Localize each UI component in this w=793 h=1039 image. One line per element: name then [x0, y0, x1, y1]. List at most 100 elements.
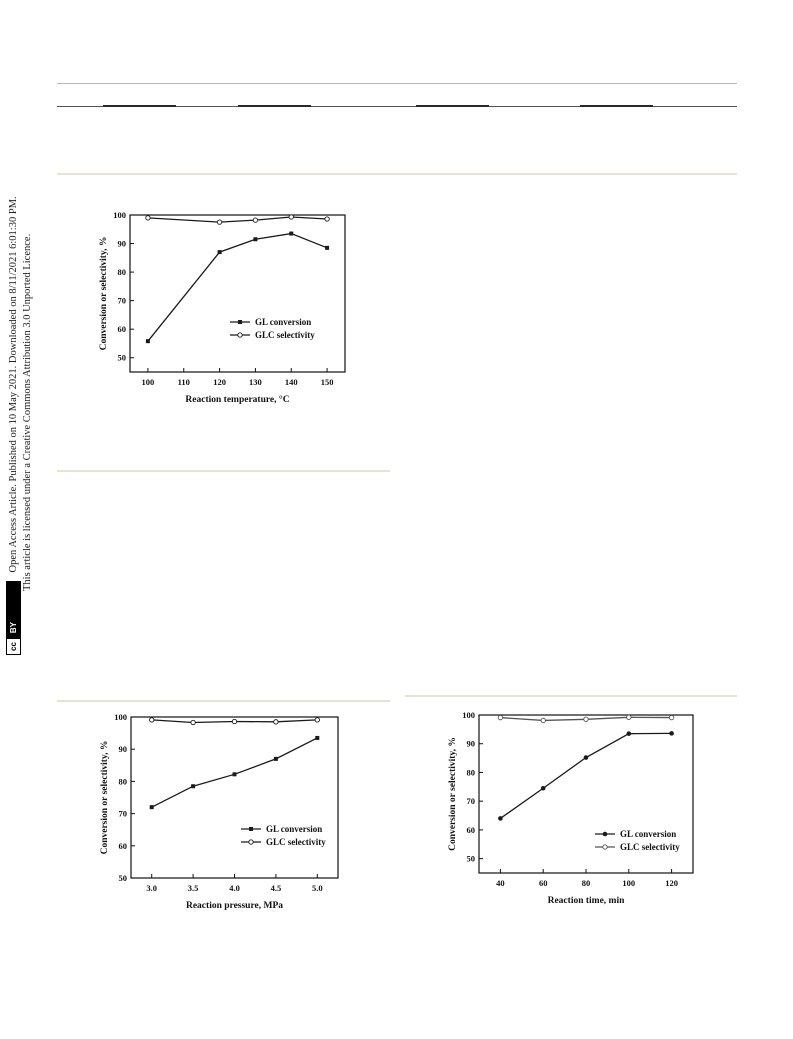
data-point [145, 215, 151, 221]
open-access-text: Open Access Article. Published on 10 May… [7, 196, 19, 573]
data-point [190, 719, 196, 726]
data-point [273, 719, 279, 725]
legend-label: GL conversion [255, 317, 311, 327]
data-point [668, 714, 675, 721]
y-tick-label: 70 [467, 796, 476, 806]
table-col-rule-4 [580, 105, 653, 107]
data-point [314, 717, 320, 723]
cc-by-license-icon: cc BY [6, 581, 21, 655]
data-point [497, 714, 504, 721]
data-point [540, 717, 546, 724]
y-tick-label: 100 [114, 712, 127, 722]
x-tick-label: 100 [622, 878, 635, 888]
series-glc-selectivity [145, 214, 330, 225]
plot-frame [129, 214, 346, 373]
x-tick-label: 120 [665, 878, 678, 888]
open-access-line-1: cc BY Open Access Article. Published on … [6, 196, 21, 655]
y-tick-label: 50 [118, 353, 127, 363]
data-point [583, 755, 589, 760]
y-tick-label: 60 [119, 841, 128, 851]
licence-text: This article is licensed under a Creativ… [22, 233, 33, 591]
data-point [325, 245, 330, 250]
y-tick-label: 80 [118, 267, 127, 277]
data-point [583, 716, 589, 722]
y-tick-label: 80 [119, 776, 128, 786]
y-tick-label: 90 [118, 239, 127, 249]
data-point [669, 731, 674, 736]
legend-label: GL conversion [266, 824, 322, 834]
data-point [149, 805, 154, 810]
legend-marker [248, 839, 254, 845]
x-tick-label: 130 [249, 377, 262, 387]
y-tick-label: 50 [467, 854, 476, 864]
chart-temperature: 50 60 70 80 90 100 100 110 120 130 140 150 Reaction … [95, 205, 360, 410]
table-col-rule-3 [416, 105, 489, 107]
legend: GL conversion GLC selectivity [595, 829, 680, 852]
data-point [252, 217, 259, 223]
y-tick-label: 100 [462, 710, 475, 720]
table-col-rule-1 [103, 105, 176, 107]
legend-label: GLC selectivity [266, 837, 326, 847]
y-tick-label: 90 [119, 744, 128, 754]
data-point [626, 714, 632, 720]
series-line [147, 216, 328, 223]
chart-pressure-svg: 50 60 70 80 90 100 3.0 3.5 4.0 4.5 5.0 Reaction pre… [100, 712, 339, 911]
x-tick-label: 80 [582, 878, 591, 888]
chart-time-svg: 50 60 70 80 90 100 40 60 80 100 120 Reaction time, … [448, 710, 694, 906]
data-point [315, 735, 320, 740]
y-axis-title: Conversion or selectivity, % [448, 737, 458, 851]
data-point [217, 250, 222, 255]
table-col-rule-2 [238, 105, 311, 107]
x-tick-label: 110 [178, 377, 190, 387]
top-rule [57, 83, 737, 84]
legend-label: GL conversion [620, 829, 676, 839]
x-tick-label: 3.5 [188, 883, 199, 893]
legend: GL conversion GLC selectivity [230, 317, 315, 340]
x-tick-label: 5.0 [312, 883, 323, 893]
data-point [232, 772, 237, 777]
data-point [145, 339, 150, 344]
section-rule-4 [405, 695, 737, 697]
legend-marker [602, 844, 608, 850]
x-axis-title: Reaction time, min [548, 896, 625, 906]
licence-line: This article is licensed under a Creativ… [21, 196, 34, 655]
section-rule-3 [57, 700, 390, 702]
data-point [498, 816, 503, 821]
data-point [253, 237, 258, 242]
legend-label: GLC selectivity [620, 842, 680, 852]
x-tick-label: 100 [142, 377, 155, 387]
data-point [216, 219, 223, 225]
x-tick-label: 140 [285, 377, 298, 387]
data-point [289, 231, 294, 236]
data-point [273, 756, 278, 761]
data-point [324, 216, 330, 222]
y-tick-label: 70 [118, 296, 127, 306]
series-gl-conversion [498, 731, 674, 821]
chart-time: 50 60 70 80 90 100 40 60 80 100 120 Reaction time, … [443, 705, 703, 915]
x-tick-label: 60 [539, 878, 548, 888]
x-tick-label: 120 [213, 377, 226, 387]
legend-marker [237, 332, 243, 338]
y-tick-label: 100 [113, 210, 126, 220]
y-tick-label: 80 [467, 767, 476, 777]
x-axis-title: Reaction pressure, MPa [186, 901, 283, 911]
section-rule-1 [57, 173, 737, 175]
legend: GL conversion GLC selectivity [241, 824, 326, 847]
legend-marker [602, 831, 608, 837]
x-tick-label: 3.0 [146, 883, 157, 893]
y-tick-label: 70 [119, 809, 128, 819]
legend-marker [238, 320, 242, 324]
x-tick-label: 40 [496, 878, 505, 888]
series-gl-conversion [149, 735, 320, 810]
data-point [288, 214, 294, 220]
series-line [500, 732, 672, 819]
legend-marker [249, 827, 253, 831]
data-point [191, 784, 196, 789]
data-point [231, 718, 238, 725]
plot-frame [130, 716, 339, 879]
y-axis-title: Conversion or selectivity, % [100, 741, 110, 855]
data-point [149, 717, 155, 723]
series-glc-selectivity [149, 717, 320, 726]
x-axis-title: Reaction temperature, °C [185, 394, 289, 405]
y-axis-title: Conversion or selectivity, % [99, 237, 109, 351]
